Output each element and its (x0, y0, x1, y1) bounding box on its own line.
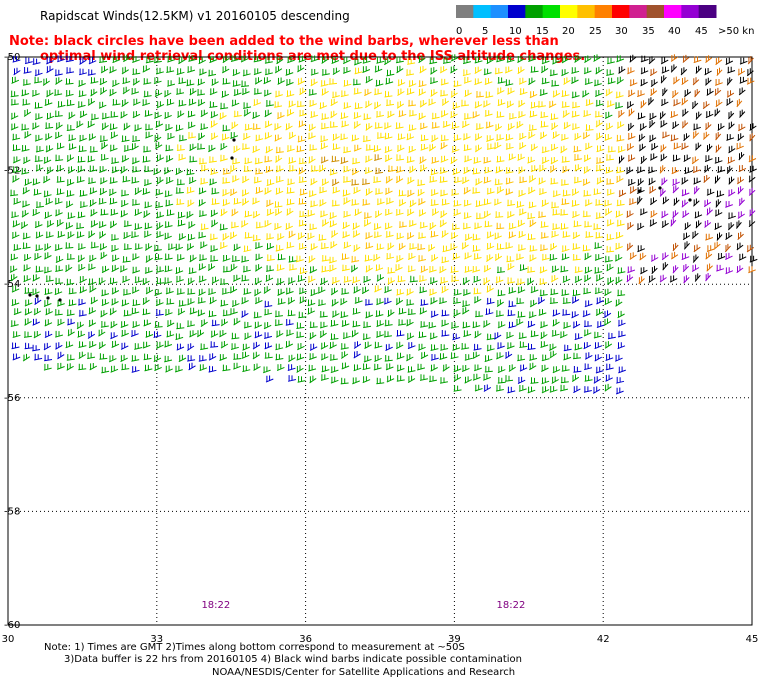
colorbar-swatch (542, 5, 561, 18)
y-tick-label: -54 (4, 279, 20, 290)
y-tick-label: -50 (4, 52, 20, 63)
colorbar-label: 20 (562, 26, 575, 37)
colorbar-label: >50 knots (718, 26, 754, 37)
x-tick-label: 30 (2, 634, 15, 645)
contamination-marker (638, 189, 642, 193)
colorbar-label: 40 (668, 26, 681, 37)
wind-barbs (9, 54, 758, 395)
x-tick-label: 36 (299, 634, 312, 645)
footer-note-2: 3)Data buffer is 22 hrs from 20160105 4)… (64, 654, 522, 665)
colorbar-label: 35 (642, 26, 655, 37)
colorbar-label: 0 (456, 26, 462, 37)
colorbar: 0 5 10 15 20 25 30 35 40 45 >50 knots (454, 4, 760, 42)
contamination-marker (46, 296, 50, 300)
contamination-marker (28, 293, 32, 297)
y-tick-label: -60 (4, 620, 20, 631)
map-frame (7, 56, 753, 626)
colorbar-label: 45 (695, 26, 708, 37)
colorbar-swatch (698, 5, 717, 18)
title: Rapidscat Winds(12.5KM) v1 20160105 desc… (40, 9, 350, 23)
y-tick-label: -56 (4, 393, 20, 404)
pass-time-label: 18:22 (497, 600, 526, 611)
colorbar-label: 5 (482, 26, 488, 37)
colorbar-swatch (646, 5, 665, 18)
x-tick-label: 39 (448, 634, 461, 645)
contamination-marker (232, 138, 236, 142)
colorbar-swatch (664, 5, 682, 18)
colorbar-swatch (525, 5, 544, 18)
colorbar-swatch (560, 5, 578, 18)
y-tick-label: -58 (4, 506, 20, 517)
x-tick-label: 42 (597, 634, 610, 645)
y-tick-label: -52 (4, 166, 20, 177)
pass-time-label: 18:22 (201, 600, 230, 611)
contamination-marker (58, 298, 62, 302)
colorbar-swatch (681, 5, 700, 18)
x-tick-label: 33 (150, 634, 163, 645)
contamination-marker (658, 186, 662, 190)
colorbar-swatch (473, 5, 492, 18)
colorbar-label: 10 (509, 26, 522, 37)
footer-credit: NOAA/NESDIS/Center for Satellite Applica… (212, 667, 516, 678)
x-tick-label: 45 (746, 634, 759, 645)
contamination-marker (230, 156, 234, 160)
colorbar-swatch (456, 5, 474, 18)
colorbar-label: 15 (536, 26, 549, 37)
graticule (8, 57, 752, 625)
colorbar-swatch (629, 5, 648, 18)
colorbar-swatch (594, 5, 613, 18)
colorbar-label: 30 (615, 26, 628, 37)
colorbar-swatch (577, 5, 596, 18)
contamination-marker (688, 198, 692, 202)
colorbar-label: 25 (589, 26, 602, 37)
contamination-marker (35, 294, 39, 298)
footer-note-1: Note: 1) Times are GMT 2)Times along bot… (44, 642, 465, 653)
contamination-note-line-1: Note: black circles have been added to t… (9, 34, 559, 49)
colorbar-swatch (508, 5, 526, 18)
colorbar-swatch (612, 5, 630, 18)
colorbar-swatch (490, 5, 509, 18)
